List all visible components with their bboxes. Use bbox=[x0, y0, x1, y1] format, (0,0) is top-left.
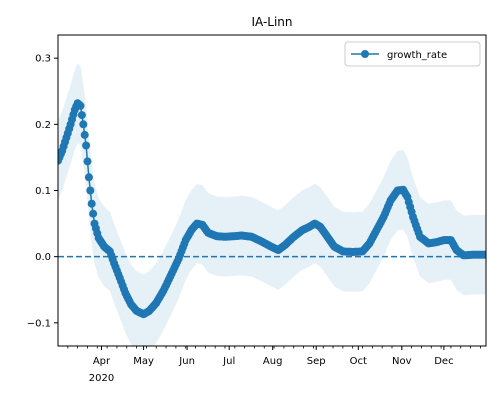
data-point bbox=[87, 199, 96, 208]
data-point bbox=[76, 101, 85, 110]
x-tick-label: May bbox=[133, 356, 154, 367]
plot-inner bbox=[58, 63, 486, 346]
y-tick-label: 0.0 bbox=[35, 252, 51, 263]
x-tick-year-label: 2020 bbox=[89, 373, 114, 384]
data-point bbox=[84, 173, 93, 182]
x-tick-label: Oct bbox=[350, 356, 367, 367]
x-tick-label: Apr bbox=[93, 356, 111, 367]
confidence-band bbox=[58, 63, 486, 346]
x-tick-label: Dec bbox=[434, 356, 453, 367]
data-point bbox=[82, 141, 91, 150]
x-tick-label: Nov bbox=[392, 356, 412, 367]
data-point bbox=[89, 209, 98, 218]
chart-title: IA-Linn bbox=[251, 15, 292, 29]
series-markers bbox=[58, 99, 486, 319]
legend: growth_rate bbox=[344, 41, 481, 67]
x-tick-label: Aug bbox=[263, 356, 283, 367]
y-tick-label: 0.1 bbox=[35, 186, 51, 197]
y-tick-label: 0.3 bbox=[35, 54, 51, 65]
x-tick-label: Sep bbox=[307, 356, 326, 367]
data-point bbox=[482, 250, 486, 259]
x-tick-label: Jun bbox=[178, 356, 195, 367]
data-point bbox=[86, 186, 95, 195]
x-tick-label: Jul bbox=[222, 356, 235, 367]
data-point bbox=[80, 130, 89, 139]
y-tick-label: −0.1 bbox=[27, 318, 51, 329]
legend-box bbox=[344, 41, 481, 67]
plot-area bbox=[58, 63, 486, 346]
data-point bbox=[77, 111, 86, 120]
data-point bbox=[83, 157, 92, 166]
legend-marker-swatch bbox=[361, 50, 369, 58]
data-point bbox=[79, 120, 88, 129]
axes: −0.1 0.0 0.1 0.2 0.3 Apr 2020 May Jun Jul Aug Sep Oc… bbox=[27, 34, 487, 384]
legend-entry-label: growth_rate bbox=[387, 50, 447, 61]
y-tick-label: 0.2 bbox=[35, 120, 51, 131]
